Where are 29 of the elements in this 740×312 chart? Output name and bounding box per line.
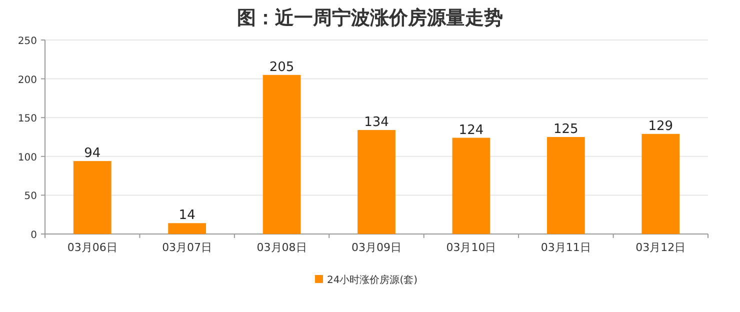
data-label: 125 — [554, 122, 578, 137]
y-tick-label: 0 — [30, 230, 37, 241]
y-tick-label: 100 — [18, 152, 37, 164]
y-tick-label: 250 — [18, 36, 37, 47]
y-tick-label: 150 — [18, 114, 37, 125]
bar — [262, 74, 301, 234]
y-tick-label: 50 — [24, 191, 37, 202]
chart-title: 图：近一周宁波涨价房源量走势 — [237, 7, 503, 29]
x-tick-label: 03月09日 — [352, 241, 402, 254]
data-label: 129 — [648, 118, 674, 134]
legend-label: 24小时涨价房源(套) — [327, 274, 418, 286]
y-tick-label: 200 — [18, 74, 37, 86]
x-tick-label: 03月07日 — [162, 241, 212, 254]
data-label: 94 — [84, 146, 101, 162]
bar — [358, 130, 396, 234]
x-tick-label: 03月12日 — [636, 241, 686, 254]
data-label: 134 — [364, 115, 389, 130]
x-tick-label: 03月10日 — [446, 241, 496, 254]
data-label: 205 — [269, 60, 294, 75]
bar — [452, 138, 490, 234]
bar — [546, 137, 585, 234]
data-label: 14 — [178, 208, 196, 224]
bar — [73, 161, 112, 234]
bar — [642, 134, 680, 234]
x-tick-label: 03月11日 — [540, 241, 591, 254]
x-tick-label: 03月06日 — [67, 241, 118, 254]
bar — [168, 223, 206, 234]
data-label: 124 — [458, 122, 484, 138]
x-tick-label: 03月08日 — [256, 241, 307, 254]
